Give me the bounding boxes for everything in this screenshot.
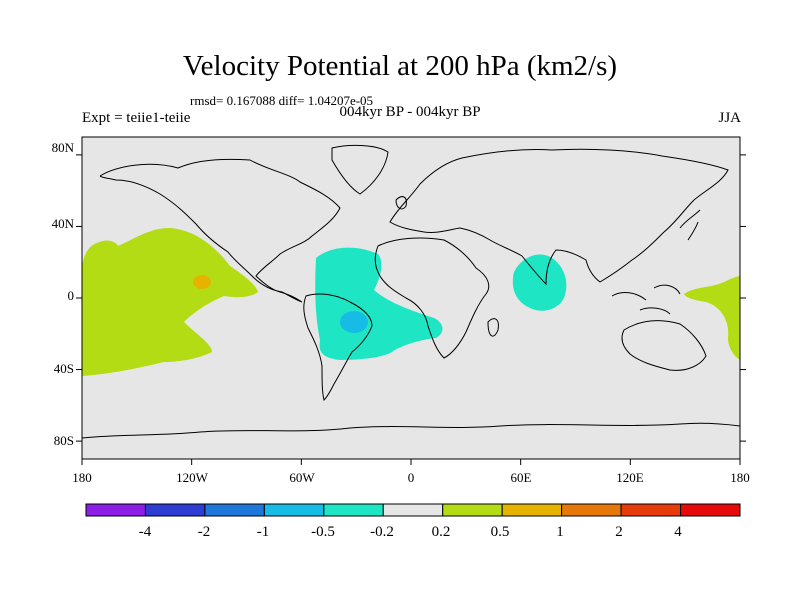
atlantic-blue-anomaly (340, 311, 368, 333)
colorbar-box-10 (620, 503, 682, 517)
colorbar-box-4 (263, 503, 325, 517)
colorbar: -4 -2 -1 -0.5 -0.2 0.2 0.5 1 2 4 (85, 503, 741, 540)
japan-coast (679, 209, 701, 241)
colorbar-box-6 (382, 503, 444, 517)
colorbar-label-9: 2 (615, 524, 623, 540)
colorbar-box-3 (204, 503, 265, 517)
season-label: JJA (718, 110, 741, 126)
colorbar-label-1: -4 (139, 524, 152, 540)
map-panel: 80N 40N 0 40S 80S 180 120W 60W 0 60E 120… (52, 136, 750, 485)
lat-tick-marks (76, 154, 746, 442)
atlantic-negative-anomaly (315, 247, 443, 360)
colorbar-box-1 (85, 503, 146, 517)
pacific-orange-anomaly (193, 275, 211, 289)
colorbar-label-8: 1 (556, 524, 564, 540)
lon-label-180w: 180 (72, 470, 92, 485)
colorbar-boxes (85, 503, 741, 517)
indian-ocean-negative-anomaly (512, 254, 567, 311)
anomaly-shading (82, 228, 740, 376)
lon-label-120e: 120E (616, 470, 644, 485)
colorbar-label-2: -2 (198, 524, 211, 540)
colorbar-label-10: 4 (674, 524, 682, 540)
period-label: 004kyr BP - 004kyr BP (339, 104, 481, 120)
colorbar-box-11 (680, 503, 741, 517)
lat-label-80s: 80S (54, 433, 74, 448)
lon-label-0: 0 (408, 470, 415, 485)
colorbar-box-5 (323, 503, 384, 517)
south-america-coast (303, 293, 373, 401)
colorbar-label-3: -1 (257, 524, 270, 540)
plot-title: Velocity Potential at 200 hPa (km2/s) (182, 50, 618, 82)
colorbar-box-8 (501, 503, 563, 517)
maritime-continent-coast (611, 284, 681, 315)
experiment-label: Expt = teiie1-teiie (82, 110, 191, 126)
greenland-coast (331, 144, 389, 195)
antarctica-coast (81, 422, 741, 439)
lon-tick-marks (81, 459, 741, 465)
lat-label-40s: 40S (54, 361, 74, 376)
north-america-coast (99, 158, 341, 303)
colorbar-box-9 (561, 503, 622, 517)
australia-coast (621, 320, 707, 371)
lat-label-40n: 40N (52, 216, 75, 231)
colorbar-label-4: -0.5 (311, 524, 335, 540)
colorbar-label-7: 0.5 (491, 524, 510, 540)
lon-label-60e: 60E (511, 470, 532, 485)
stats-line: rmsd= 0.167088 diff= 1.04207e-05 (190, 93, 374, 108)
coastlines (81, 144, 741, 439)
lon-label-180e: 180 (730, 470, 750, 485)
pacific-positive-anomaly (82, 228, 258, 376)
colorbar-box-2 (144, 503, 206, 517)
west-pacific-positive-anomaly (684, 276, 740, 360)
africa-coast (374, 237, 490, 359)
lon-label-120w: 120W (176, 470, 209, 485)
lat-label-80n: 80N (52, 140, 75, 155)
eurasia-coast (389, 148, 729, 286)
pacific-west-positive (92, 240, 120, 254)
colorbar-label-5: -0.2 (370, 524, 394, 540)
lon-label-60w: 60W (289, 470, 315, 485)
lat-label-0: 0 (68, 288, 75, 303)
uk-coast (395, 196, 407, 210)
madagascar-coast (487, 318, 499, 337)
colorbar-box-7 (442, 503, 503, 517)
colorbar-label-6: 0.2 (432, 524, 451, 540)
